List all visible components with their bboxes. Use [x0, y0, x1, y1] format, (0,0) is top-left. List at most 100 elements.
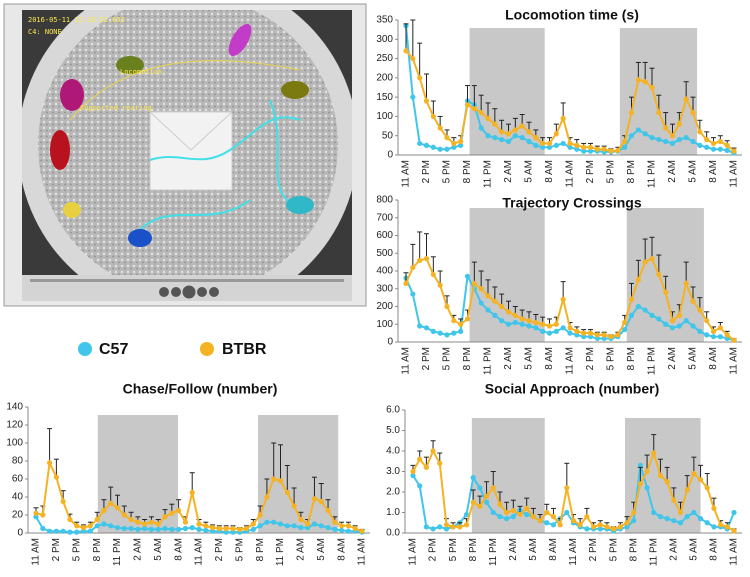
- step-forward-button[interactable]: [197, 287, 207, 297]
- data-point: [485, 133, 491, 139]
- data-point: [567, 330, 573, 336]
- x-tick-label: 8 PM: [468, 538, 479, 561]
- data-point: [121, 525, 127, 532]
- data-point: [101, 521, 107, 527]
- data-point: [162, 525, 168, 532]
- data-point: [46, 528, 53, 534]
- y-tick-label: 0.0: [386, 528, 400, 539]
- x-tick-label: 5 PM: [442, 160, 453, 183]
- y-tick-label: 150: [376, 92, 393, 103]
- error-bar: [430, 256, 436, 275]
- data-point: [492, 121, 498, 127]
- data-point: [677, 520, 684, 526]
- data-point: [430, 328, 436, 334]
- x-tick-label: 2 AM: [503, 160, 514, 183]
- x-tick-label: 2 AM: [508, 538, 519, 561]
- rewind-button[interactable]: [159, 287, 169, 297]
- mouse: [281, 81, 309, 99]
- data-point: [560, 140, 566, 147]
- data-point: [298, 516, 304, 523]
- data-point: [697, 307, 703, 313]
- data-point: [530, 514, 536, 520]
- y-tick-label: 4.0: [386, 446, 400, 457]
- data-point: [148, 526, 155, 533]
- data-point: [40, 512, 46, 518]
- x-tick-label: 8 AM: [173, 538, 184, 561]
- data-point: [524, 511, 530, 518]
- seek-bar[interactable]: [30, 279, 344, 282]
- play-button[interactable]: [182, 285, 196, 299]
- x-tick-label: 2 AM: [668, 538, 679, 561]
- error-bar: [108, 486, 114, 504]
- data-point: [53, 474, 59, 480]
- data-point: [437, 330, 443, 336]
- data-point: [544, 520, 550, 526]
- legend-label: C57: [99, 341, 128, 358]
- x-tick-label: 11 AM: [401, 160, 412, 188]
- mouse: [63, 202, 81, 218]
- y-tick-label: 3.0: [386, 466, 400, 477]
- x-tick-label: 5 PM: [448, 538, 459, 561]
- data-point: [257, 523, 263, 529]
- y-tick-label: 0: [387, 337, 393, 348]
- y-tick-label: 0: [17, 528, 23, 539]
- x-tick-label: 8 PM: [628, 538, 639, 561]
- data-point: [604, 524, 610, 530]
- error-bar: [417, 42, 423, 78]
- x-tick-label: 5 AM: [316, 538, 327, 561]
- data-point: [74, 529, 80, 535]
- x-tick-label: 8 AM: [708, 347, 719, 370]
- x-tick-label: 5 AM: [524, 347, 535, 370]
- x-tick-label: 5 AM: [688, 347, 699, 370]
- data-point: [635, 77, 641, 83]
- x-tick-label: 2 AM: [503, 347, 514, 370]
- data-point: [540, 321, 546, 327]
- data-point: [631, 518, 637, 524]
- data-point: [423, 142, 430, 148]
- data-point: [519, 321, 525, 327]
- data-point: [663, 289, 669, 295]
- data-point: [642, 131, 648, 137]
- data-point: [471, 106, 477, 112]
- data-point: [33, 514, 39, 520]
- error-bar: [47, 428, 53, 463]
- data-point: [417, 75, 423, 81]
- data-point: [485, 115, 491, 121]
- error-bar: [311, 476, 317, 499]
- data-point: [345, 523, 352, 529]
- night-shade: [469, 208, 545, 342]
- step-back-button[interactable]: [171, 287, 181, 297]
- data-point: [223, 529, 229, 535]
- error-bar: [490, 471, 496, 488]
- error-bar: [424, 233, 429, 259]
- error-bar: [651, 434, 657, 454]
- data-point: [417, 483, 423, 489]
- data-point: [683, 135, 689, 141]
- data-point: [656, 136, 662, 143]
- data-point: [676, 312, 682, 318]
- data-point: [590, 524, 597, 530]
- data-point: [677, 509, 684, 516]
- data-point: [615, 332, 621, 338]
- data-point: [176, 526, 182, 533]
- x-tick-label: 11 AM: [565, 347, 576, 375]
- data-point: [560, 296, 566, 302]
- data-point: [642, 79, 648, 85]
- data-point: [277, 521, 284, 527]
- data-point: [291, 523, 297, 529]
- data-point: [257, 512, 263, 518]
- data-point: [417, 323, 423, 329]
- data-point: [676, 136, 682, 143]
- chart-title: Locomotion time (s): [505, 7, 639, 23]
- data-point: [697, 477, 704, 483]
- data-point: [644, 468, 650, 475]
- x-tick-label: 11 AM: [729, 538, 740, 566]
- data-point: [437, 125, 443, 131]
- error-bar: [642, 238, 648, 263]
- behavior-label: Locomotion: [120, 68, 162, 76]
- data-point: [624, 524, 630, 530]
- data-point: [444, 303, 450, 310]
- forward-button[interactable]: [209, 287, 219, 297]
- x-tick-label: 11 AM: [408, 538, 419, 566]
- error-bar: [637, 466, 643, 484]
